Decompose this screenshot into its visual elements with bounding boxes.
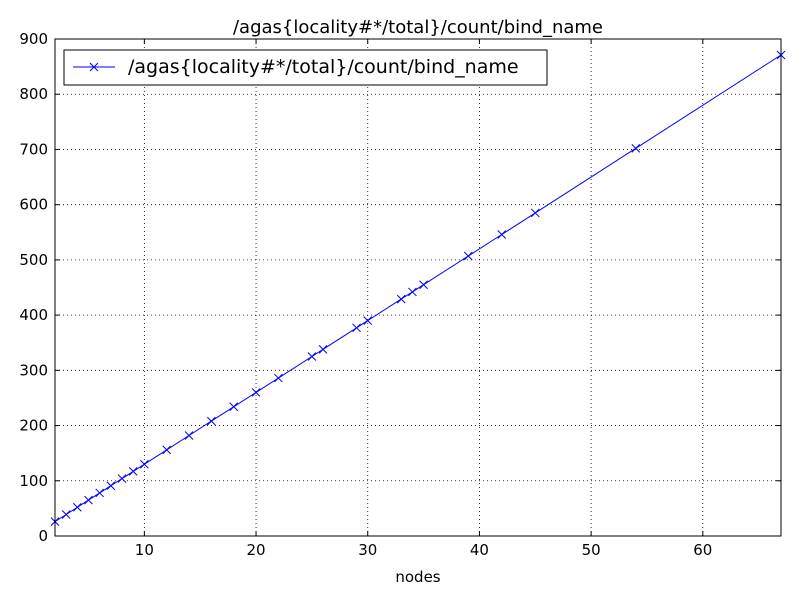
data-point-marker (106, 481, 116, 491)
x-tick-label: 60 (693, 541, 712, 559)
grid (55, 39, 781, 536)
y-tick-label: 600 (19, 196, 48, 214)
data-point-marker (229, 402, 239, 412)
data-point-marker (140, 459, 149, 469)
data-point-marker (352, 323, 361, 333)
y-tick-label: 500 (19, 251, 48, 269)
data-point-marker (207, 416, 216, 426)
data-point-marker (419, 280, 428, 290)
series-layer (50, 50, 786, 526)
legend-box (63, 49, 548, 86)
y-tick-label: 400 (19, 306, 48, 324)
y-tick-label: 300 (19, 361, 48, 379)
x-tick-label: 20 (246, 541, 265, 559)
x-tick-label: 10 (135, 541, 154, 559)
data-point-marker (128, 467, 138, 476)
data-point-marker (631, 143, 641, 153)
data-point-marker (463, 251, 473, 261)
data-point-marker (307, 352, 317, 361)
data-point-marker (184, 431, 194, 440)
data-point-marker (530, 208, 540, 218)
y-tick-label: 800 (19, 85, 48, 103)
y-tick-label: 700 (19, 140, 48, 158)
data-point-marker (95, 488, 105, 498)
y-tick-label: 900 (19, 30, 48, 48)
chart-title: /agas{locality#*/total}/count/bind_name (233, 17, 603, 38)
data-point-marker (497, 230, 507, 239)
y-tick-label: 200 (19, 417, 48, 435)
data-point-marker (363, 316, 373, 325)
data-point-marker (318, 344, 328, 354)
data-point-marker (84, 495, 93, 505)
data-point-marker (72, 502, 82, 512)
x-tick-label: 40 (470, 541, 489, 559)
legend-marker-x-icon (89, 62, 99, 72)
data-point-marker (408, 287, 417, 297)
legend-label: /agas{locality#*/total}/count/bind_name (128, 56, 519, 78)
y-tick-label: 0 (38, 527, 48, 545)
data-point-marker (117, 474, 127, 483)
data-point-marker (274, 373, 283, 383)
data-point-marker (251, 388, 261, 397)
legend: /agas{locality#*/total}/count/bind_name (63, 49, 548, 86)
data-point-marker (162, 445, 172, 455)
y-tick-label: 100 (19, 472, 48, 490)
x-tick-label: 50 (582, 541, 601, 559)
data-point-marker (61, 510, 71, 519)
plot-frame (54, 38, 782, 537)
data-point-marker (396, 294, 406, 304)
series-line (54, 54, 782, 523)
x-tick-label: 30 (358, 541, 377, 559)
x-axis-label: nodes (395, 568, 440, 586)
